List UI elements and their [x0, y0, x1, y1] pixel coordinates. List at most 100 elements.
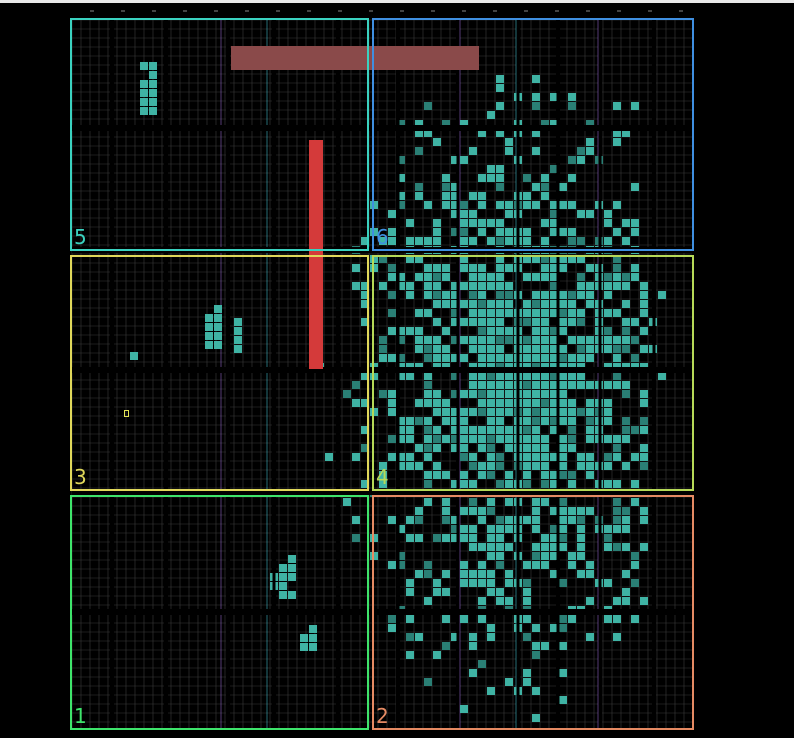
- utilized-cell: [505, 444, 513, 452]
- utilized-cell: [550, 417, 558, 425]
- utilized-cell: [577, 534, 585, 542]
- pblock-6[interactable]: 6: [372, 18, 694, 251]
- utilized-cell: [469, 219, 477, 227]
- utilized-cell: [433, 399, 441, 407]
- column-gap: [110, 20, 114, 728]
- utilized-cell: [613, 102, 621, 110]
- utilized-cell: [379, 354, 387, 362]
- utilized-cell: [496, 75, 504, 83]
- utilized-cell: [631, 228, 639, 236]
- utilized-cell: [505, 390, 513, 398]
- utilized-cell: [586, 264, 594, 272]
- utilized-cell: [568, 156, 576, 164]
- utilized-cell: [442, 201, 450, 209]
- utilized-cell: [487, 444, 495, 452]
- utilized-cell: [577, 273, 585, 281]
- utilized-cell: [442, 183, 450, 191]
- utilized-cell: [361, 300, 369, 308]
- utilized-cell: [433, 534, 441, 542]
- utilized-cell: [397, 192, 405, 200]
- utilized-cell: [487, 165, 495, 173]
- utilized-cell: [451, 201, 459, 209]
- pblock-4[interactable]: 4: [372, 255, 694, 491]
- utilized-cell: [640, 462, 648, 470]
- utilized-cell: [541, 480, 549, 488]
- utilized-cell: [541, 498, 549, 506]
- utilized-cell: [478, 444, 486, 452]
- utilized-cell: [496, 201, 504, 209]
- utilized-cell: [424, 570, 432, 578]
- utilized-cell: [577, 291, 585, 299]
- utilized-cell: [586, 462, 594, 470]
- utilized-cell: [523, 669, 531, 677]
- utilized-cell: [487, 588, 495, 596]
- utilized-cell: [577, 147, 585, 155]
- utilized-cell: [460, 570, 468, 578]
- utilized-cell: [433, 579, 441, 587]
- utilized-cell: [388, 624, 396, 632]
- utilized-cell: [433, 237, 441, 245]
- utilized-cell: [559, 255, 567, 263]
- vertical-macro[interactable]: [309, 140, 323, 369]
- utilized-cell: [487, 543, 495, 551]
- utilized-cell: [541, 417, 549, 425]
- utilized-cell: [487, 273, 495, 281]
- selected-site-marker[interactable]: [124, 410, 129, 417]
- utilized-cell: [388, 273, 396, 281]
- utilized-cell: [586, 597, 594, 605]
- utilized-cell: [532, 390, 540, 398]
- utilized-cell: [541, 390, 549, 398]
- utilized-cell: [622, 300, 630, 308]
- utilized-cell: [559, 408, 567, 416]
- utilized-cell: [406, 282, 414, 290]
- utilized-cell: [523, 588, 531, 596]
- column-gap: [336, 20, 340, 728]
- utilized-cell: [568, 444, 576, 452]
- utilized-cell: [532, 318, 540, 326]
- pblock-1[interactable]: 1: [70, 495, 369, 730]
- utilized-cell: [442, 417, 450, 425]
- utilized-cell: [478, 201, 486, 209]
- utilized-cell: [613, 525, 621, 533]
- utilized-cell: [631, 183, 639, 191]
- utilized-cell: [487, 633, 495, 641]
- utilized-cell: [379, 336, 387, 344]
- utilized-cell: [140, 80, 148, 88]
- utilized-cell: [460, 390, 468, 398]
- utilized-cell: [541, 273, 549, 281]
- utilized-cell: [505, 381, 513, 389]
- utilized-cell: [613, 228, 621, 236]
- utilized-cell: [460, 408, 468, 416]
- horizontal-macro[interactable]: [231, 46, 479, 70]
- utilized-cell: [640, 597, 648, 605]
- utilized-cell: [442, 345, 450, 353]
- pblock-5[interactable]: 5: [70, 18, 369, 251]
- utilized-cell: [451, 480, 459, 488]
- utilized-cell: [397, 282, 405, 290]
- utilized-cell: [532, 336, 540, 344]
- utilized-cell: [604, 579, 612, 587]
- utilized-cell: [568, 237, 576, 245]
- utilized-cell: [532, 642, 540, 650]
- utilized-cell: [442, 192, 450, 200]
- utilized-cell: [451, 282, 459, 290]
- utilized-cell: [451, 291, 459, 299]
- utilized-cell: [496, 534, 504, 542]
- utilized-cell: [388, 354, 396, 362]
- utilized-cell: [577, 345, 585, 353]
- utilized-cell: [442, 273, 450, 281]
- utilized-cell: [559, 453, 567, 461]
- utilized-cell: [460, 561, 468, 569]
- pblock-3[interactable]: 3: [70, 255, 369, 491]
- utilized-cell: [550, 507, 558, 515]
- utilized-cell: [487, 552, 495, 560]
- utilized-cell: [460, 201, 468, 209]
- utilized-cell: [532, 624, 540, 632]
- utilized-cell: [532, 93, 540, 101]
- pblock-2[interactable]: 2: [372, 495, 694, 730]
- utilized-cell: [487, 471, 495, 479]
- utilized-cell: [415, 273, 423, 281]
- utilized-cell: [631, 318, 639, 326]
- utilized-cell: [541, 381, 549, 389]
